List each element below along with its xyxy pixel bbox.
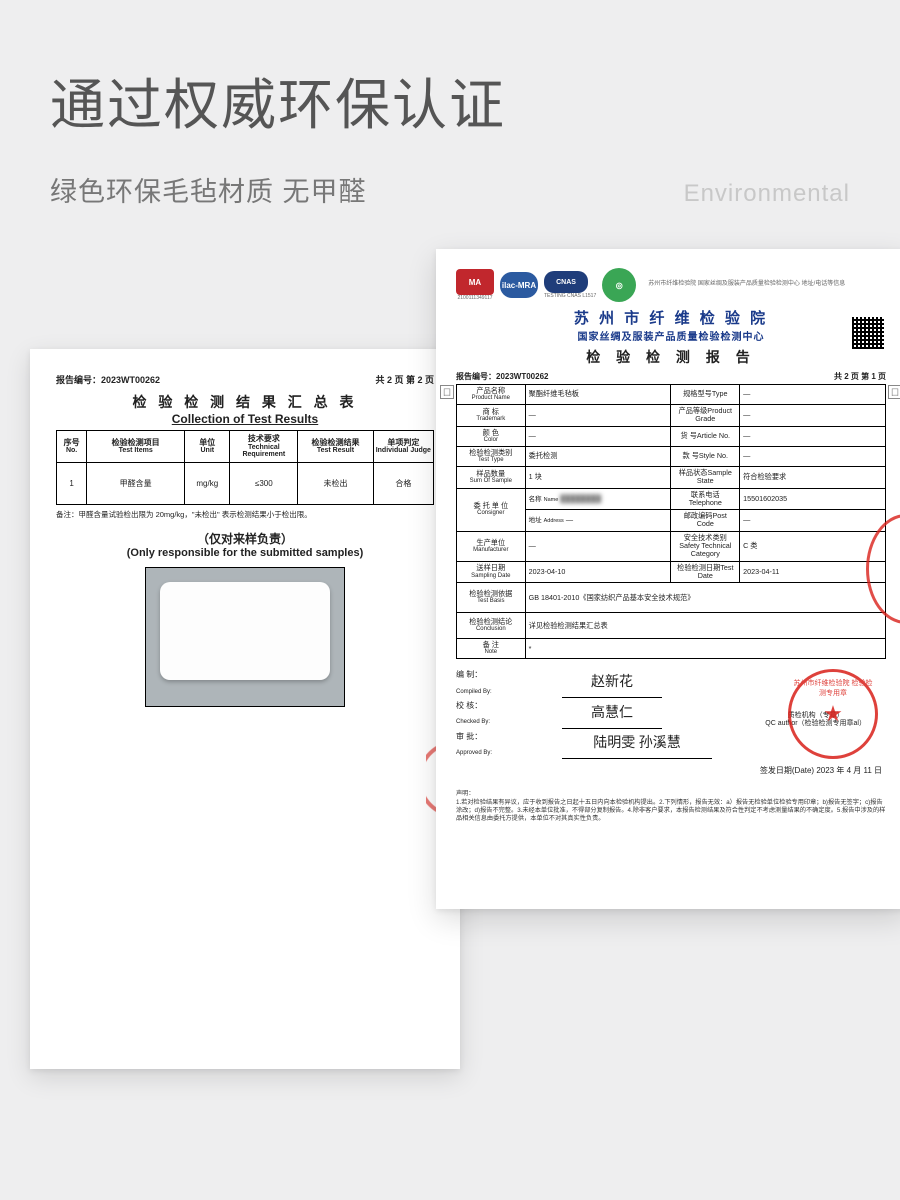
ilac-mra-badge-icon: ilac-MRA [500, 272, 538, 298]
report-title: 检 验 检 测 报 告 [456, 347, 886, 367]
page-indicator: 共 2 页 第 2 页 [375, 373, 434, 386]
results-title-cn: 检 验 检 测 结 果 汇 总 表 [56, 392, 434, 412]
english-caption: Environmental [684, 180, 850, 208]
eco-badge-icon: ◎ [602, 268, 636, 302]
responsibility-en: (Only responsible for the submitted samp… [56, 547, 434, 559]
heading-area: 通过权威环保认证 绿色环保毛毡材质 无甲醛 Environmental [0, 0, 900, 209]
subtitle: 绿色环保毛毡材质 无甲醛 [50, 170, 367, 209]
results-title-en: Collection of Test Results [56, 412, 434, 426]
documents-stage: 囗 报告编号：2023WT00262 共 2 页 第 2 页 检 验 检 测 结… [0, 249, 900, 1199]
qr-code-icon [852, 317, 884, 349]
institute-subname: 国家丝绸及服装产品质量检验检测中心 [456, 328, 886, 343]
results-table: 序号No. 检验检测项目Test Items 单位Unit 技术要求Techni… [56, 430, 434, 505]
report-no: 报告编号：2023WT00262 [456, 371, 548, 382]
report-page-2: 囗 报告编号：2023WT00262 共 2 页 第 2 页 检 验 检 测 结… [30, 349, 460, 1069]
results-footnote: 备注：甲醛含量试验检出限为 20mg/kg，"未检出" 表示检测结果小于检出限。 [56, 509, 434, 520]
corner-mark-icon: 囗 [440, 385, 454, 399]
issue-date: 签发日期(Date) 2023 年 4 月 11 日 [456, 763, 886, 778]
page1-header: 报告编号：2023WT00262 共 2 页 第 1 页 [456, 371, 886, 382]
cma-badge-icon: MA [456, 269, 494, 295]
report-no: 报告编号：2023WT00262 [56, 373, 160, 386]
corner-mark-icon: 囗 [888, 385, 900, 399]
institute-name: 苏 州 市 纤 维 检 验 院 [456, 307, 886, 328]
table-row: 1 甲醛含量 mg/kg ≤300 未检出 合格 [57, 462, 434, 504]
seal-stamp-right: 苏州市纤维检验院 检验检测专用章 [788, 669, 878, 759]
main-title: 通过权威环保认证 [50, 60, 850, 140]
metadata-table: 产品名称Product Name 聚酯纤维毛毡板 规格型号Type — 商 标T… [456, 384, 886, 659]
disclaimer: 声明： 1.若对检验结果有异议，应于收到报告之日起十五日内向本检验机构提出。2.… [456, 790, 886, 823]
institute-address: 苏州市纤维检验院 国家丝绸及服装产品质量检验检测中心 地址/电话等信息 [642, 281, 886, 288]
page-indicator: 共 2 页 第 1 页 [834, 371, 886, 382]
sample-photo [145, 567, 345, 707]
subtitle-row: 绿色环保毛毡材质 无甲醛 Environmental [50, 170, 850, 209]
cnas-badge-icon: CNAS [544, 271, 588, 293]
compiled-by-signature: 赵新花 [562, 670, 662, 698]
accreditation-logos: MA 2100111349117 ilac-MRA CNAS TESTING C… [456, 265, 886, 305]
responsibility-cn: （仅对来样负责） [56, 530, 434, 547]
report-page-1: 囗 囗 MA 2100111349117 ilac-MRA CNAS TESTI… [436, 249, 900, 909]
checked-by-signature: 高慧仁 [562, 701, 662, 729]
approved-by-signature: 陆明雯 孙溪慧 [562, 731, 712, 759]
page2-header: 报告编号：2023WT00262 共 2 页 第 2 页 [56, 373, 434, 386]
